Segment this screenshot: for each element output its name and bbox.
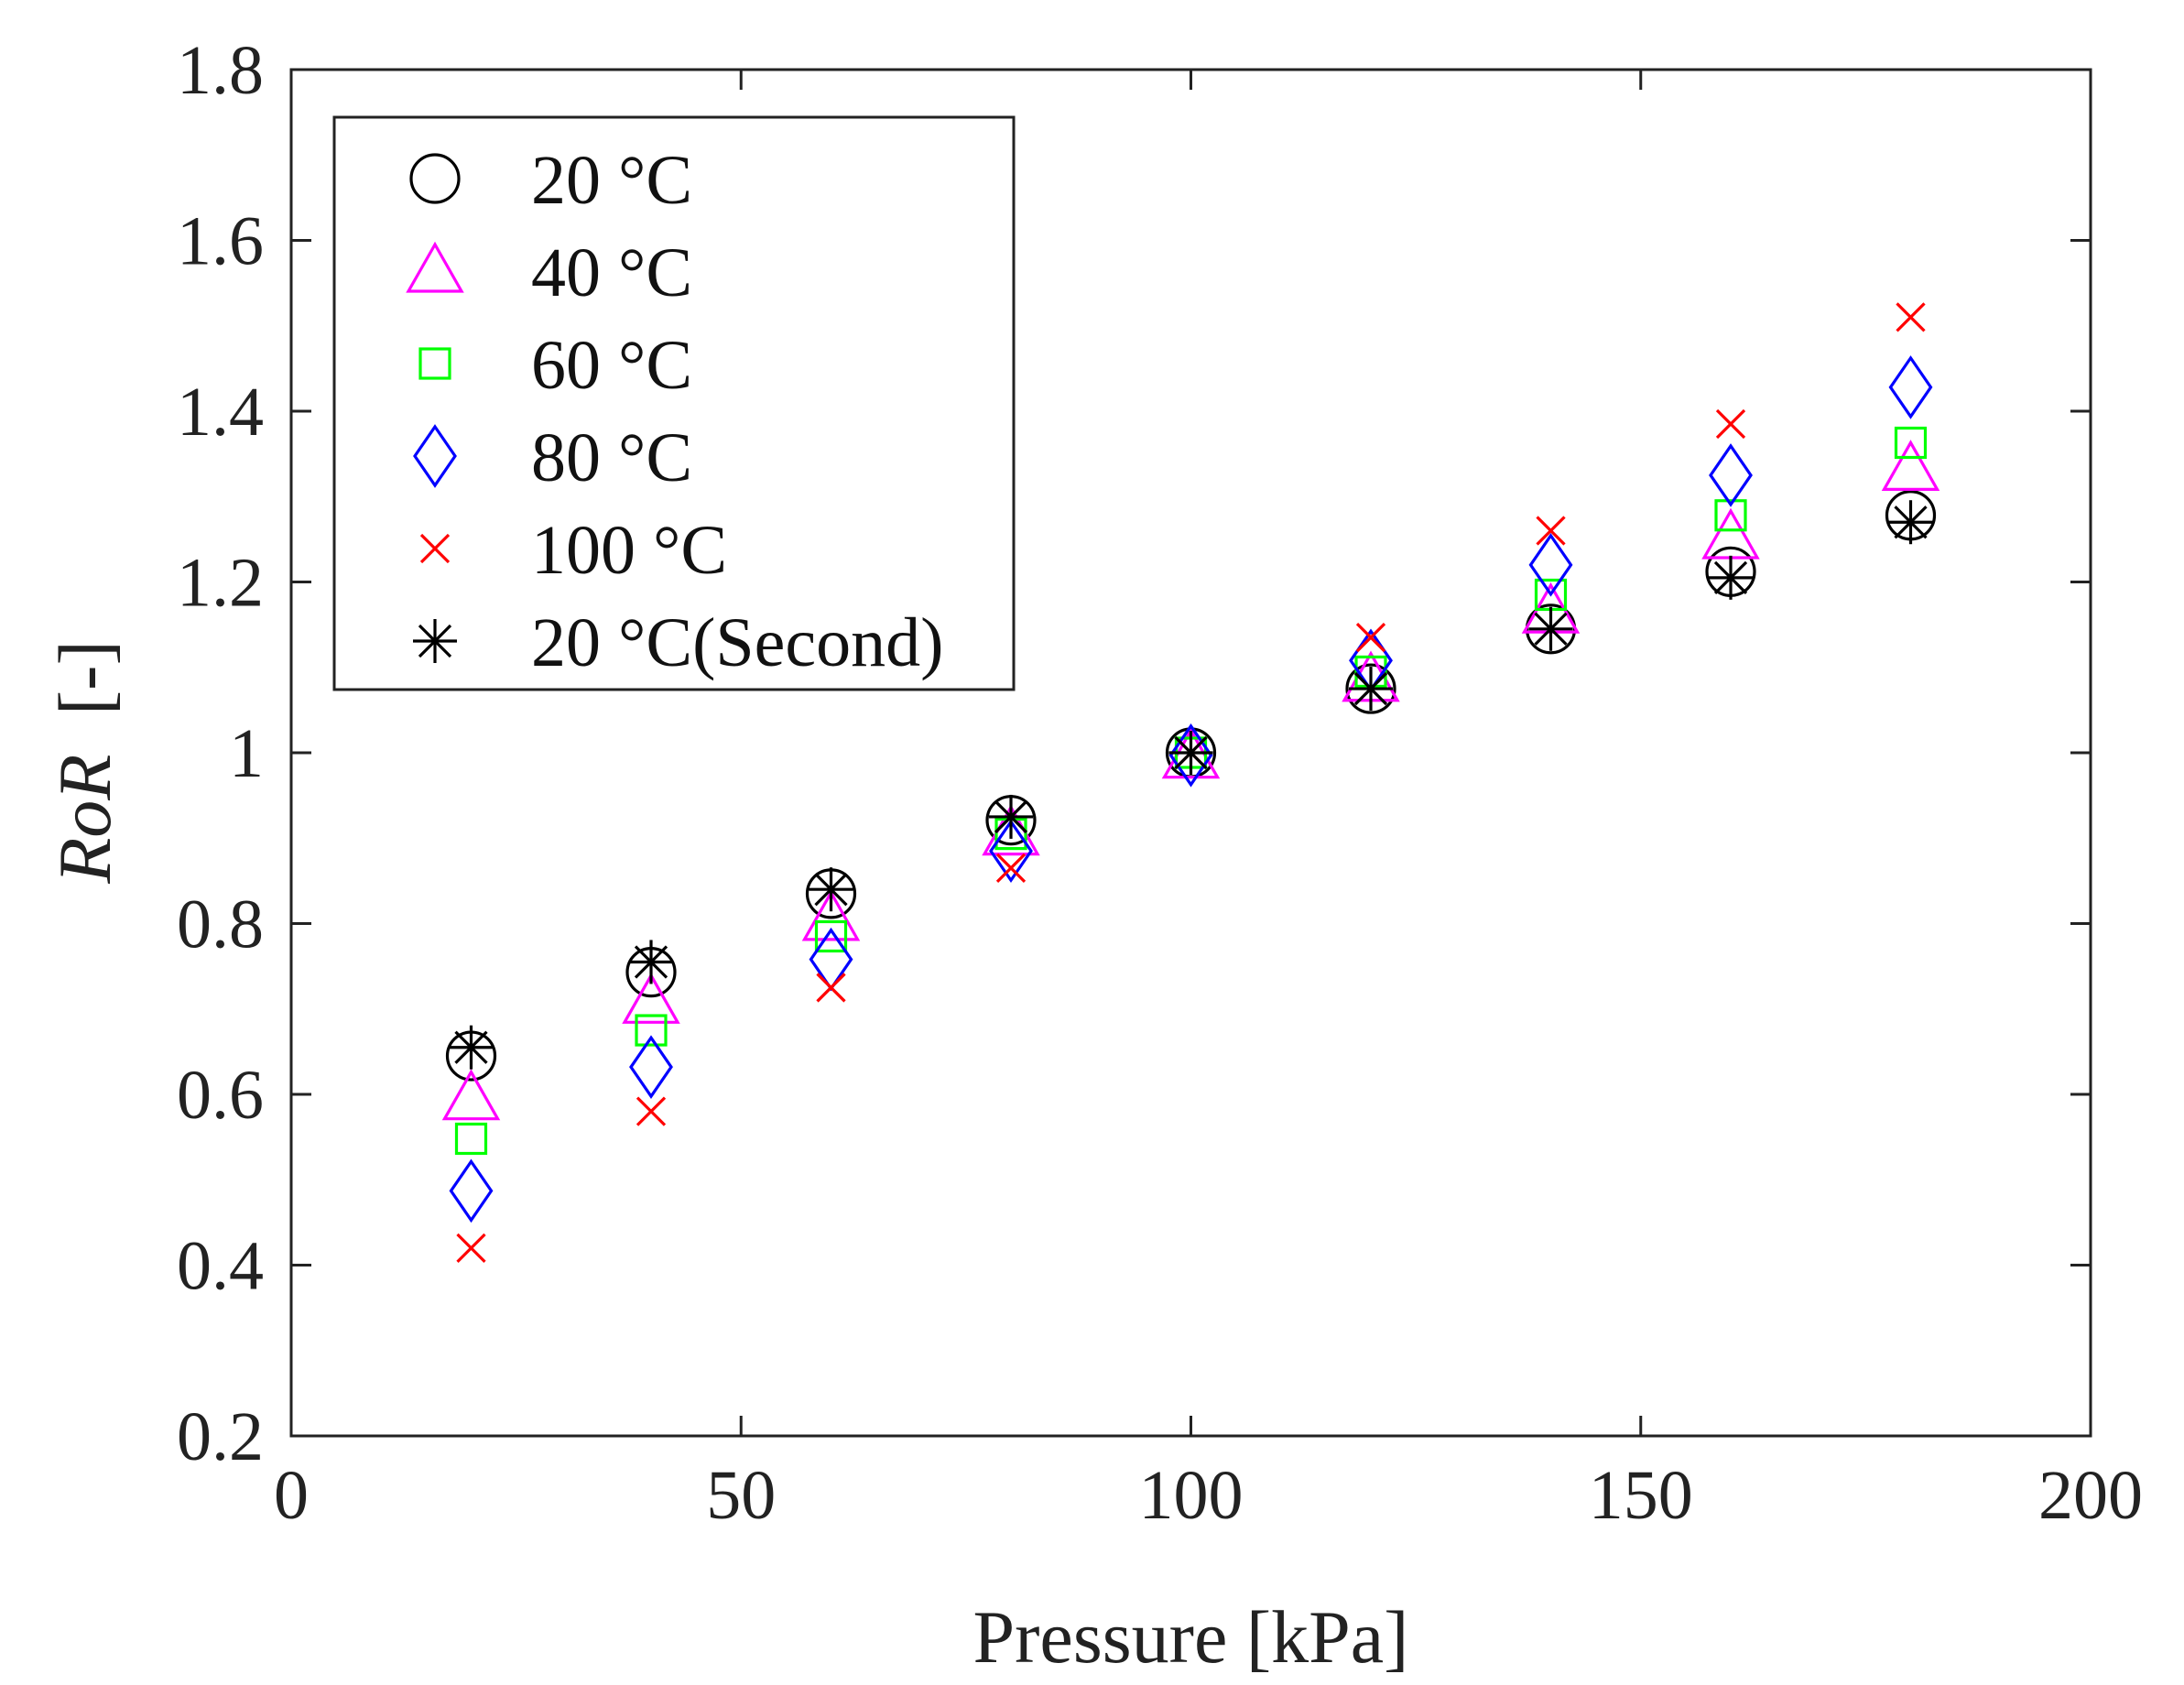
data-point [1709,443,1753,507]
data-point [1168,731,1213,775]
data-point [635,1014,668,1047]
legend-item: 20 °C [409,142,692,219]
data-point [1881,440,1940,492]
y-axis-title-suffix: [-] [43,640,126,715]
data-point [1355,622,1386,653]
y-tick-label: 0.4 [177,1228,264,1305]
legend-box [332,115,1016,691]
data-point [1168,723,1213,788]
data-point [989,819,1033,884]
legend-label: 40 °C [531,234,692,311]
legend-item: 60 °C [418,327,692,404]
data-point [809,867,853,912]
plot-marks [441,302,1940,1263]
legend-marker [418,347,451,380]
data-point [441,1069,501,1121]
y-tick-label: 1.2 [177,545,264,622]
x-tick-label: 0 [274,1457,309,1534]
y-tick-label: 1.6 [177,203,264,280]
data-point [629,940,673,984]
data-point [636,1096,667,1126]
data-point [995,853,1027,884]
data-point [1715,408,1746,440]
legend-marker [406,241,464,293]
data-point [629,1035,673,1099]
data-point [1894,426,1928,460]
y-tick-label: 0.6 [177,1057,264,1134]
data-point [1345,663,1396,714]
legend-label: 20 °C(Second) [531,604,943,681]
y-tick-label: 1.8 [177,32,264,109]
y-tick-label: 0.2 [177,1398,264,1475]
y-axis-title-italic: RoR [43,755,126,885]
legend-marker [409,153,461,204]
y-tick-label: 0.8 [177,886,264,963]
y-axis-title: RoR [-] [43,640,126,885]
legend-item: 20 °C(Second) [413,604,943,681]
data-point [814,919,848,953]
data-point [1349,667,1393,712]
legend-label: 60 °C [531,327,692,404]
legend-item: 100 °C [419,512,727,589]
data-point [1714,499,1747,532]
legend: 20 °C 40 °C 60 °C 80 °C 100 °C 20 °C(Second) [332,115,1016,691]
legend-label: 80 °C [531,419,692,496]
data-point [1888,500,1933,545]
legend-marker [413,619,457,663]
data-point [1888,355,1933,419]
series-5 [449,500,1933,1070]
legend-label: 100 °C [531,512,727,589]
y-tick-label: 1 [229,715,264,792]
x-tick-label: 150 [1589,1457,1693,1534]
data-point [449,1025,494,1070]
data-point [622,973,680,1024]
x-tick-label: 200 [2038,1457,2143,1534]
axis-ticks [289,68,2092,1438]
data-point [989,794,1033,839]
data-point [456,1233,486,1263]
x-tick-label: 50 [706,1457,776,1534]
legend-label: 20 °C [531,142,692,219]
data-point [801,889,861,941]
x-axis-title: Pressure [kPa] [973,1595,1409,1679]
data-point [1528,533,1573,597]
legend-marker [419,533,451,564]
data-point [454,1122,488,1156]
legend-item: 40 °C [406,234,692,311]
data-point [1536,516,1566,546]
data-point [816,973,846,1003]
tick-labels: 0 50 100 150 200 0.2 0.4 0.6 0.8 1 1.2 1.4 1.6 1.8 [177,32,2143,1534]
legend-marker [413,424,457,488]
legend-item: 80 °C [413,419,692,496]
data-point [1896,302,1926,332]
data-point [449,1158,494,1223]
data-point [1528,606,1573,651]
data-point [1709,555,1753,600]
x-tick-label: 100 [1139,1457,1244,1534]
y-tick-label: 1.4 [177,374,264,451]
